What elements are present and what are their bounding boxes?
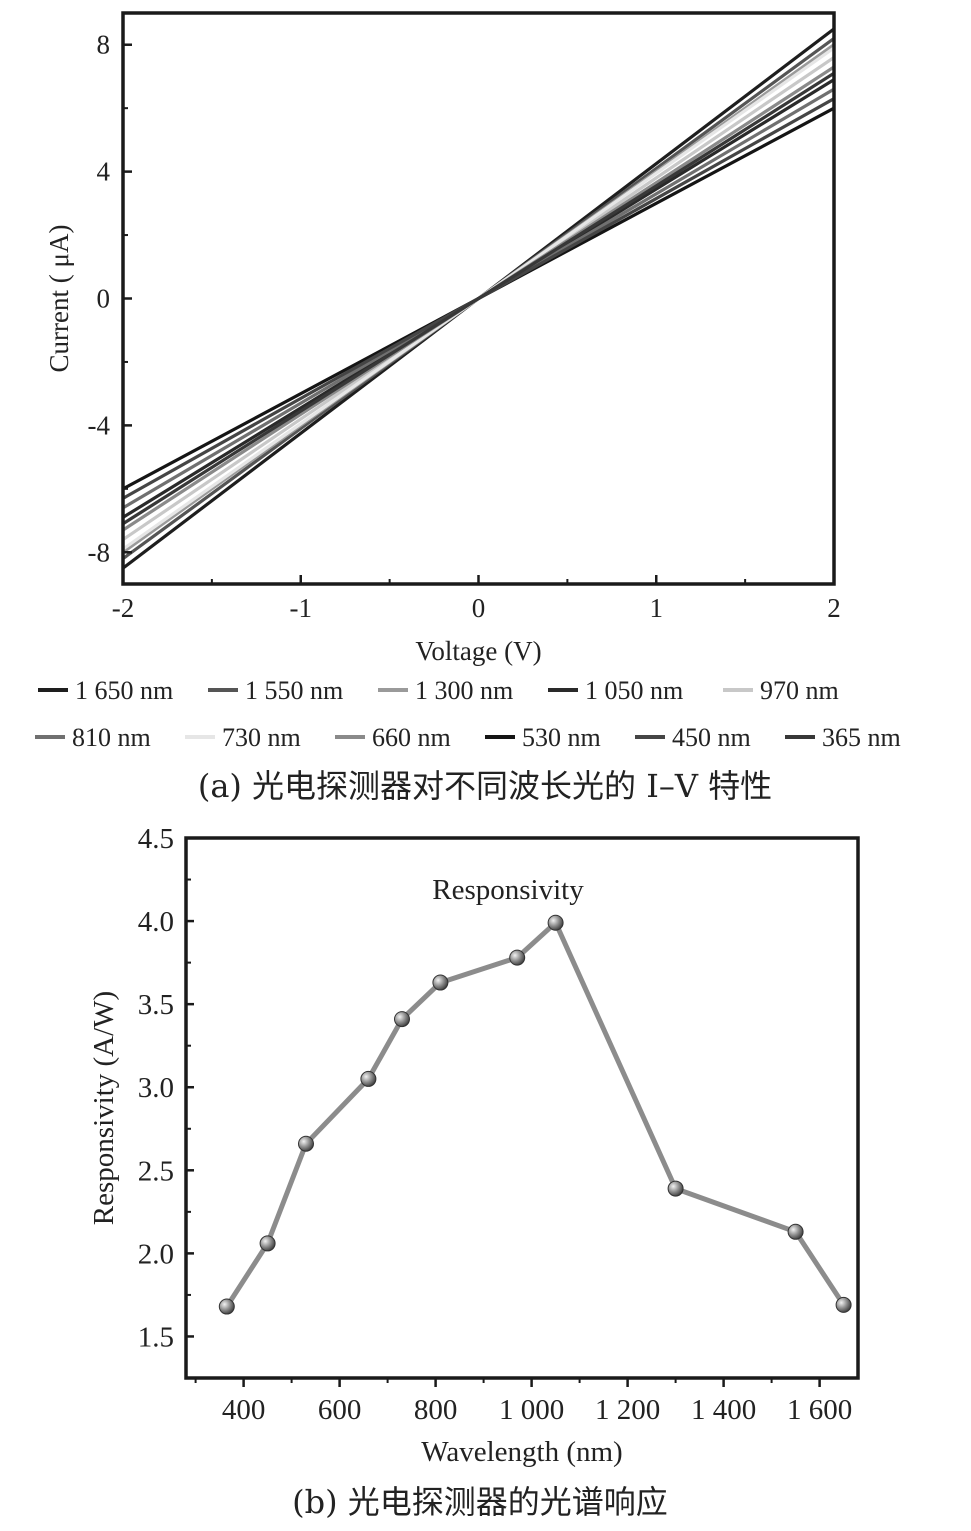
y-tick-label-a: 8 [97,30,111,60]
legend-label-a: 1 050 nm [585,676,683,705]
series-line-b [224,920,846,1308]
y-tick-label-a: -8 [88,537,111,567]
legend-label-a: 730 nm [222,723,301,752]
data-point-b [835,1296,852,1313]
x-axis-label-a: Voltage (V) [415,636,541,666]
x-tick-label-a: 1 [650,593,664,623]
legend-label-a: 1 650 nm [75,676,173,705]
x-tick-label-b: 800 [414,1394,458,1426]
y-tick-label-a: 4 [97,157,111,187]
series-label-b: Responsivity [432,874,584,906]
x-tick-label-b: 1 600 [787,1394,852,1426]
caption-b: (b) 光电探测器的光谱响应 [292,1483,668,1521]
y-tick-label-b: 1.5 [138,1321,174,1353]
data-point-b [394,1011,410,1028]
y-axis-label-a: Current ( μA) [44,225,74,373]
x-tick-label-b: 1 000 [499,1394,564,1426]
x-tick-label-a: 0 [472,593,486,623]
y-tick-label-b: 3.0 [138,1072,174,1104]
x-tick-label-a: -2 [112,593,135,623]
legend-label-a: 810 nm [72,723,151,752]
data-point-b [360,1070,377,1087]
data-point-b [218,1298,235,1315]
legend-label-a: 1 300 nm [415,676,513,705]
x-tick-label-b: 600 [318,1394,362,1426]
legend-label-a: 530 nm [522,723,601,752]
legend-label-a: 660 nm [372,723,451,752]
x-tick-label-b: 1 400 [691,1394,756,1426]
data-point-b [432,974,449,991]
y-tick-label-a: 0 [97,284,111,314]
x-axis-label-b: Wavelength (nm) [421,1436,622,1468]
y-tick-label-b: 3.5 [138,989,174,1021]
caption-a: (a) 光电探测器对不同波长光的 I–V 特性 [198,767,772,805]
data-point-b [298,1135,314,1152]
data-point-b [787,1223,804,1240]
y-axis-label-b: Responsivity (A/W) [88,991,120,1225]
data-point-b [259,1235,276,1252]
y-tick-label-b: 4.5 [138,823,174,855]
x-tick-label-b: 1 200 [595,1394,660,1426]
y-tick-label-b: 2.0 [138,1238,174,1270]
y-tick-label-a: -4 [88,410,111,440]
legend-label-a: 1 550 nm [245,676,343,705]
data-point-b [509,949,526,966]
legend-label-a: 365 nm [822,723,901,752]
data-point-b [547,914,564,931]
x-tick-label-a: -1 [290,593,313,623]
legend-label-a: 450 nm [672,723,751,752]
data-point-b [667,1180,684,1197]
series-line-a-10 [123,71,834,526]
y-tick-label-b: 4.0 [138,906,174,938]
legend-label-a: 970 nm [760,676,839,705]
x-tick-label-a: 2 [827,593,841,623]
x-tick-label-b: 400 [222,1394,266,1426]
plot-b-frame [184,836,860,1380]
y-tick-label-b: 2.5 [138,1155,174,1187]
plot-a-series-group [123,27,834,570]
